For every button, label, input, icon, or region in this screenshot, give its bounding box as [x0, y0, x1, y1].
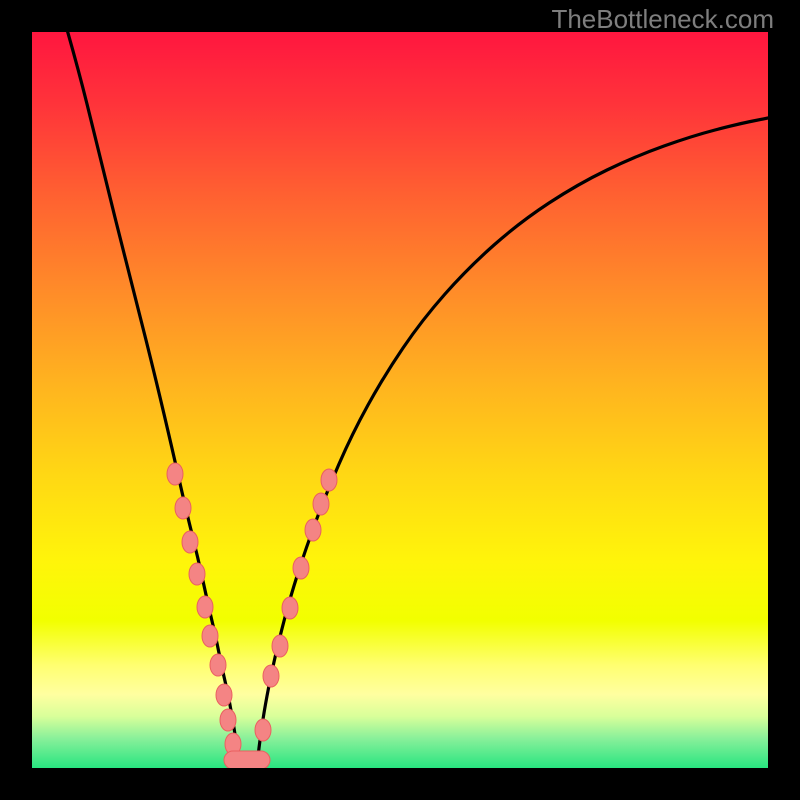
plot-area — [32, 32, 768, 768]
watermark-text: TheBottleneck.com — [551, 4, 774, 35]
